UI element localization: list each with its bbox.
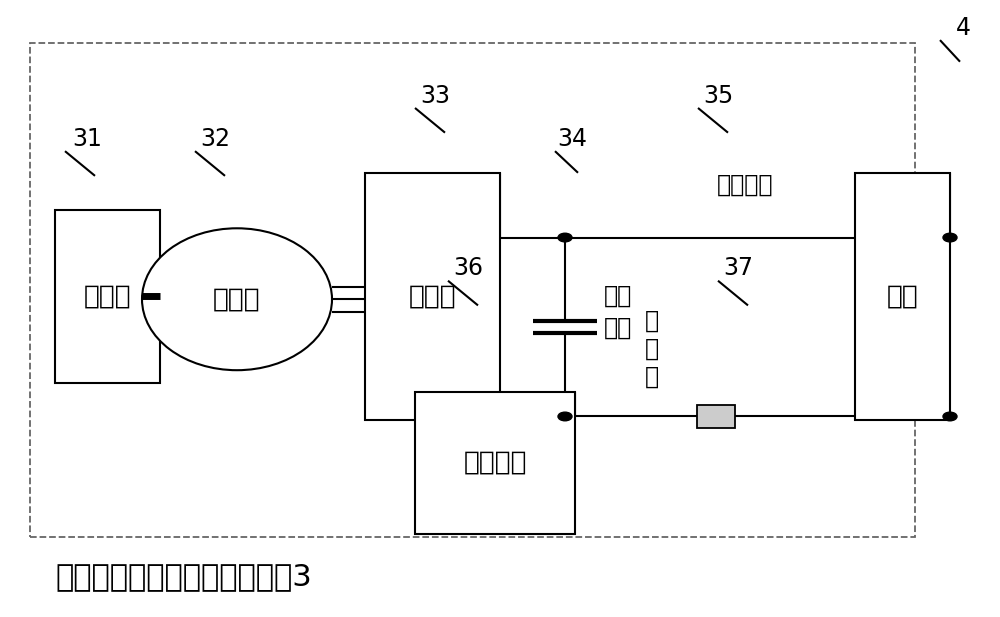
Text: 36: 36 (453, 257, 483, 280)
Bar (55, 210, 160, 383)
Text: 34: 34 (557, 127, 587, 151)
Text: 储能装置: 储能装置 (463, 450, 527, 476)
Bar (365, 173, 500, 420)
Circle shape (943, 233, 957, 242)
Text: 32: 32 (200, 127, 230, 151)
Bar (30, 43, 915, 537)
Text: 35: 35 (703, 84, 733, 107)
Text: 原动机: 原动机 (84, 283, 131, 309)
Text: 负载: 负载 (887, 283, 918, 309)
Bar (415, 392, 575, 534)
Bar (697, 405, 735, 428)
Text: 滤波
电容: 滤波 电容 (604, 284, 632, 339)
Circle shape (943, 412, 957, 421)
Text: 整流器: 整流器 (409, 283, 456, 309)
Ellipse shape (142, 228, 332, 370)
Text: 33: 33 (420, 84, 450, 107)
Text: 37: 37 (723, 257, 753, 280)
Text: 4: 4 (956, 16, 970, 39)
Text: 直流母线: 直流母线 (717, 173, 773, 197)
Text: 串联混合动力系统或复合电源3: 串联混合动力系统或复合电源3 (55, 562, 312, 592)
Circle shape (558, 233, 572, 242)
Text: 发电机: 发电机 (213, 286, 261, 312)
Circle shape (558, 412, 572, 421)
Text: 31: 31 (72, 127, 102, 151)
Text: 接
触
器: 接 触 器 (645, 308, 659, 389)
Bar (855, 173, 950, 420)
